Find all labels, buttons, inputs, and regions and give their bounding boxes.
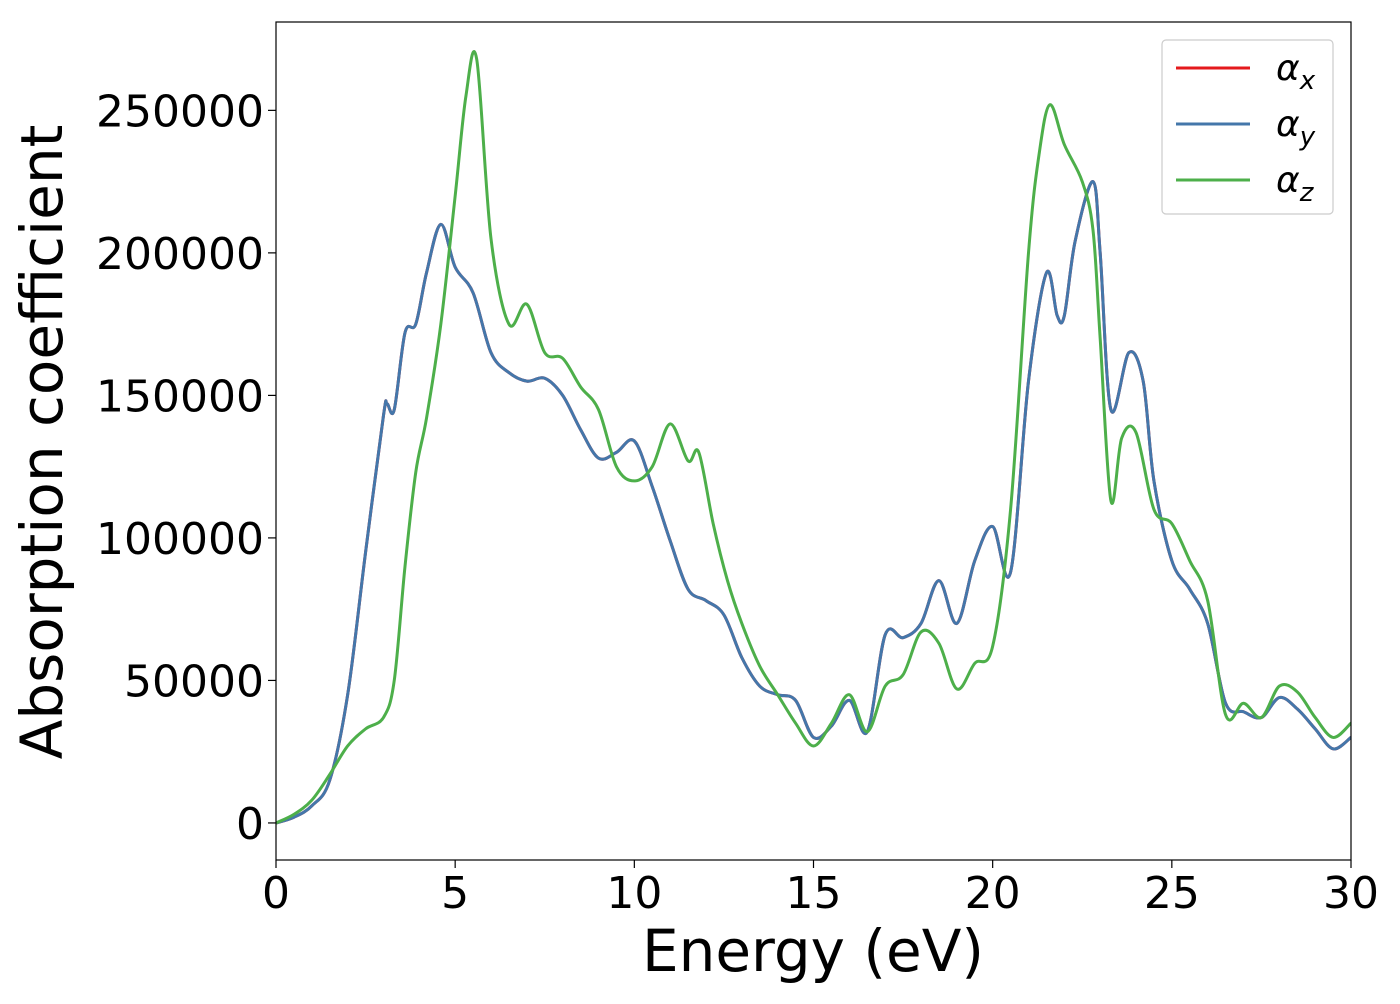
legend: αx αy αz bbox=[1161, 39, 1334, 215]
x-tick-label: 0 bbox=[262, 868, 290, 919]
series-line-0 bbox=[276, 180, 1351, 825]
x-tick-label: 10 bbox=[606, 868, 662, 919]
x-tick-label: 25 bbox=[1144, 868, 1200, 919]
legend-label-1: αy bbox=[1276, 104, 1316, 152]
x-axis-title: Energy (eV) bbox=[642, 917, 984, 985]
y-tick-label: 100000 bbox=[96, 514, 264, 565]
y-axis-title: Absorption coefficient bbox=[8, 125, 76, 760]
y-tick-label: 50000 bbox=[124, 656, 264, 707]
y-tick-label: 200000 bbox=[96, 229, 264, 280]
axes: 0 5 10 15 20 25 30 0 50000 100000 150000 200000 2500… bbox=[96, 21, 1379, 919]
legend-label-0: αx bbox=[1276, 48, 1316, 96]
y-tick-label: 0 bbox=[236, 799, 264, 850]
series-group bbox=[276, 50, 1351, 825]
y-tick-label: 250000 bbox=[96, 86, 264, 137]
plot-area bbox=[276, 50, 1351, 825]
x-tick-label: 20 bbox=[965, 868, 1021, 919]
x-tick-label: 5 bbox=[441, 868, 469, 919]
legend-box bbox=[1161, 39, 1334, 215]
x-tick-label: 30 bbox=[1323, 868, 1379, 919]
x-tick-label: 15 bbox=[786, 868, 842, 919]
y-tick-label: 150000 bbox=[96, 371, 264, 422]
series-line-1 bbox=[276, 180, 1351, 825]
legend-label-2: αz bbox=[1276, 160, 1315, 208]
series-line-2 bbox=[276, 50, 1351, 825]
